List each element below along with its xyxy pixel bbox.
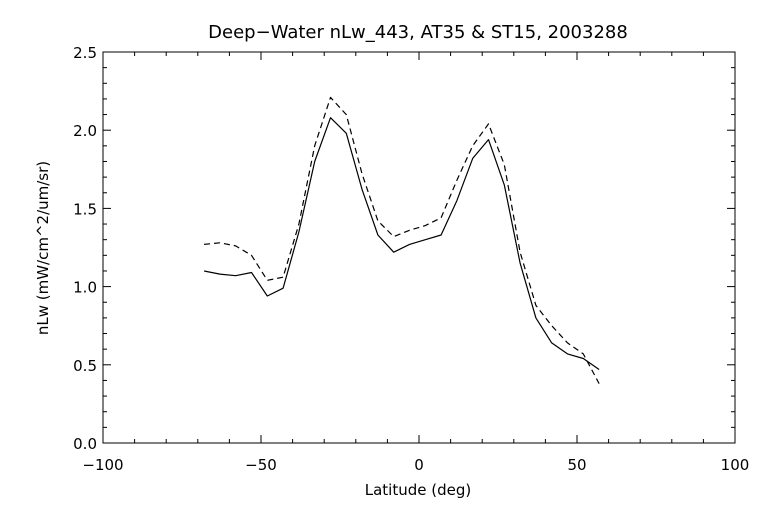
x-tick-label: −100 — [82, 456, 123, 474]
y-tick-label: 0.0 — [73, 435, 97, 453]
y-tick-label: 2.5 — [73, 44, 97, 62]
dashed-series-line — [204, 96, 600, 384]
y-tick-label: 2.0 — [73, 122, 97, 140]
x-axis-title: Latitude (deg) — [365, 481, 471, 499]
ticks-layer: −100 −50 0 50 100 0.0 0.5 1.0 1.5 2.0 2.5 — [73, 44, 749, 474]
y-tick-label: 1.5 — [73, 200, 97, 218]
plot-frame — [102, 51, 736, 444]
series-layer — [203, 96, 600, 384]
y-tick-label: 0.5 — [73, 357, 97, 375]
y-axis-title: nLw (mW/cm^2/um/sr) — [34, 161, 52, 335]
x-tick-label: −50 — [245, 456, 277, 474]
x-tick-label: 100 — [721, 456, 750, 474]
chart-title: Deep−Water nLw_443, AT35 & ST15, 2003288 — [208, 22, 628, 43]
solid-series-line — [203, 117, 600, 370]
x-tick-label: 0 — [414, 456, 424, 474]
x-tick-label: 50 — [567, 456, 586, 474]
y-tick-label: 1.0 — [73, 279, 97, 297]
